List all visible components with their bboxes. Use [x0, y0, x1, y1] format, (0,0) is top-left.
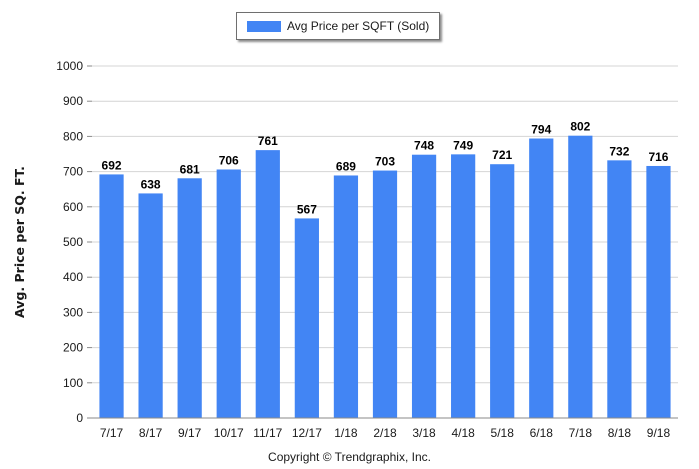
x-tick-label: 5/18 — [491, 426, 515, 440]
x-tick-label: 11/17 — [253, 426, 282, 440]
y-tick-label: 600 — [63, 200, 83, 214]
bar — [294, 218, 319, 418]
data-label: 794 — [531, 123, 551, 137]
x-axis-ticks: 7/17 8/17 9/17 10/17 11/17 12/17 1/18 2/18 3/18 4… — [100, 426, 671, 440]
x-tick-label: 2/18 — [373, 426, 397, 440]
bar — [216, 169, 241, 418]
legend: Avg Price per SQFT (Sold) — [236, 12, 440, 40]
data-label: 692 — [102, 158, 122, 172]
bar — [490, 164, 515, 418]
data-label: 567 — [297, 202, 317, 216]
y-tick-label: 900 — [63, 94, 83, 108]
x-tick-label: 12/17 — [292, 426, 322, 440]
bar — [138, 193, 163, 418]
y-tick-label: 300 — [63, 305, 83, 319]
x-tick-label: 7/17 — [100, 426, 124, 440]
y-tick-label: 100 — [63, 376, 83, 390]
bar — [451, 154, 476, 419]
legend-swatch — [247, 20, 281, 32]
x-tick-label: 10/17 — [214, 426, 244, 440]
bar — [411, 154, 437, 419]
y-axis-title: Avg. Price per SQ. FT. — [12, 166, 27, 318]
data-label: 638 — [141, 177, 161, 191]
y-tick-label: 1000 — [56, 59, 83, 73]
legend-label: Avg Price per SQFT (Sold) — [287, 19, 430, 33]
bar — [372, 170, 398, 418]
y-tick-label: 400 — [63, 270, 83, 284]
y-tick-label: 700 — [63, 165, 83, 179]
y-tick-label: 500 — [63, 235, 83, 249]
data-label: 716 — [648, 150, 668, 164]
x-tick-label: 6/18 — [530, 426, 554, 440]
copyright-text: Copyright © Trendgraphix, Inc. — [268, 450, 431, 464]
x-tick-label: 8/17 — [139, 426, 163, 440]
y-tick-label: 200 — [63, 341, 83, 355]
data-label: 748 — [414, 139, 434, 153]
y-tick-label: 800 — [63, 129, 83, 143]
y-axis-ticks: 0 100 200 300 400 500 600 700 800 900 1000 — [56, 59, 83, 425]
y-tick-label: 0 — [76, 411, 83, 425]
data-label: 802 — [570, 120, 590, 134]
x-tick-label: 9/17 — [178, 426, 202, 440]
data-label: 749 — [453, 138, 473, 152]
data-labels: 692 638 681 706 761 567 689 703 748 749 721 794 802 7… — [102, 120, 669, 217]
data-label: 703 — [375, 155, 395, 169]
bar — [177, 178, 202, 418]
data-label: 681 — [180, 162, 200, 176]
data-label: 721 — [492, 148, 512, 162]
bar — [99, 174, 124, 418]
bar — [607, 160, 632, 418]
x-tick-label: 9/18 — [647, 426, 671, 440]
bars — [99, 135, 671, 419]
data-label: 761 — [258, 134, 278, 148]
data-label: 689 — [336, 159, 356, 173]
bar — [529, 138, 554, 418]
x-tick-label: 8/18 — [608, 426, 632, 440]
x-tick-label: 4/18 — [451, 426, 475, 440]
data-label: 706 — [219, 153, 239, 167]
x-tick-label: 3/18 — [412, 426, 436, 440]
bar — [646, 165, 671, 418]
x-tick-label: 1/18 — [334, 426, 358, 440]
bar — [333, 175, 359, 418]
x-tick-label: 7/18 — [569, 426, 593, 440]
bar — [568, 135, 593, 419]
data-label: 732 — [609, 144, 629, 158]
bar — [255, 150, 280, 419]
